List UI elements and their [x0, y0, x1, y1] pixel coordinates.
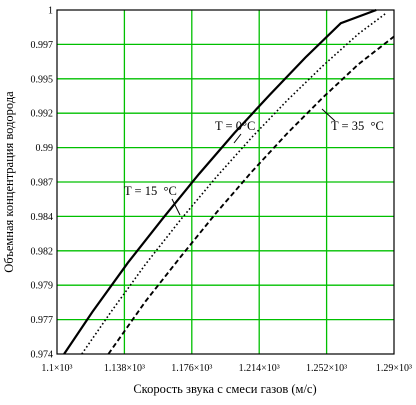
- y-tick-label: 1: [48, 6, 53, 17]
- y-tick-label: 0.995: [31, 74, 54, 85]
- x-tick-label: 1.1×10³: [41, 363, 72, 374]
- annotation-leader-1: [233, 133, 242, 144]
- x-tick-label: 1.214×10³: [239, 363, 280, 374]
- series-line-1: [63, 8, 377, 355]
- annotations: T = 0°C T = 15 °C T = 35 °C: [124, 108, 384, 216]
- series: [63, 8, 395, 355]
- y-tick-label: 0.992: [31, 109, 54, 120]
- annotation-leader-3: [321, 108, 336, 122]
- y-tick-label: 0.99: [36, 143, 54, 154]
- y-tick-label: 0.977: [31, 315, 54, 326]
- plot-frame: [56, 9, 395, 355]
- series-line-2: [81, 11, 388, 355]
- annotation-label-3: T = 35 °C: [331, 119, 384, 133]
- x-axis-title: Скорость звука с смеси газов (м/с): [133, 382, 316, 396]
- annotation-label-1: T = 0°C: [215, 119, 255, 133]
- y-tick-label: 0.987: [31, 178, 54, 189]
- series-line-3: [107, 35, 395, 355]
- x-tick-label: 1.176×10³: [171, 363, 212, 374]
- y-tick-label: 0.974: [31, 350, 54, 361]
- y-tick-label: 0.997: [31, 40, 54, 51]
- y-tick-label: 0.984: [31, 212, 54, 223]
- annotation-label-2: T = 15 °C: [124, 184, 177, 198]
- annotation-leader-2: [171, 198, 181, 216]
- y-tick-label: 0.982: [31, 246, 54, 257]
- grid: [57, 10, 394, 354]
- x-tick-label: 1.29×10³: [376, 363, 412, 374]
- y-tick-label: 0.979: [31, 281, 54, 292]
- x-tick-label: 1.252×10³: [306, 363, 347, 374]
- y-axis-title: Объемная концентрация водорода: [2, 91, 16, 273]
- x-tick-label: 1.138×10³: [104, 363, 145, 374]
- tick-labels: 1.1×10³ 1.138×10³ 1.176×10³ 1.214×10³ 1.252×…: [31, 6, 413, 375]
